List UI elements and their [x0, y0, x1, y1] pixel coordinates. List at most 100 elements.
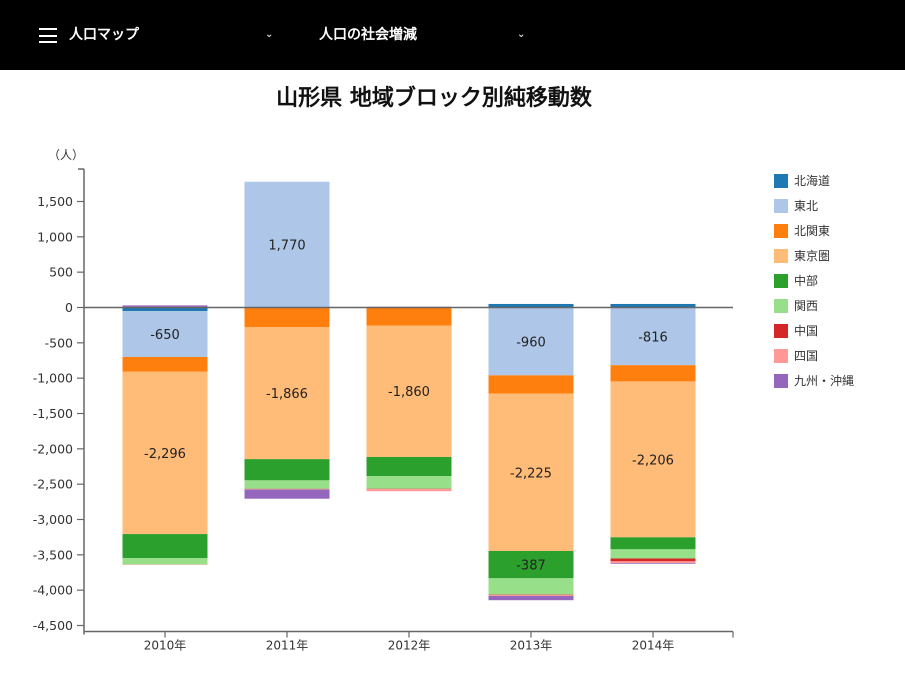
legend-label: 東北 — [794, 199, 819, 213]
legend-label: 関西 — [794, 299, 819, 313]
data-label: -1,860 — [388, 385, 430, 400]
y-tick-label: 1,500 — [37, 194, 73, 209]
y-tick-label: -1,500 — [33, 406, 73, 421]
bar-segment — [488, 578, 574, 595]
legend-label: 北関東 — [794, 224, 831, 238]
legend-item[interactable]: 関西 — [774, 293, 854, 318]
bar-segment — [488, 594, 574, 596]
indicator-select[interactable]: 人口の社会増減 ⌄ — [319, 24, 529, 46]
legend-item[interactable]: 九州・沖縄 — [774, 368, 854, 393]
bar-segment — [610, 558, 696, 562]
legend-item[interactable]: 四国 — [774, 343, 854, 368]
y-tick-label: -2,500 — [33, 477, 73, 492]
y-tick-label: -3,000 — [33, 512, 73, 527]
data-label: 1,770 — [268, 238, 305, 253]
y-tick-label: -2,000 — [33, 441, 73, 456]
legend-label: 九州・沖縄 — [794, 374, 855, 388]
x-tick-label: 2013年 — [510, 639, 553, 653]
legend-swatch — [774, 173, 788, 188]
chart-title: 山形県 地域ブロック別純移動数 — [276, 86, 592, 111]
bar-segment — [610, 537, 696, 550]
bar-segment — [122, 371, 208, 535]
bar-segment — [244, 459, 330, 481]
y-tick-label: -3,500 — [33, 547, 73, 562]
bar-segment — [488, 303, 574, 308]
legend-swatch — [774, 248, 788, 263]
bar-segment — [488, 595, 574, 601]
bar-segment — [610, 381, 696, 538]
bar-segment — [366, 476, 452, 489]
y-tick-label: -500 — [45, 335, 73, 350]
bar-segment — [122, 307, 208, 312]
legend-swatch — [774, 348, 788, 363]
bar-segment — [244, 307, 330, 328]
x-tick-label: 2014年 — [632, 639, 675, 653]
bar-segment — [610, 561, 696, 564]
map-type-select-value: 人口マップ — [69, 27, 139, 43]
bar-segment — [610, 303, 696, 308]
bar-segment — [488, 375, 574, 394]
bar-segment — [122, 558, 208, 565]
bar-segment — [610, 549, 696, 559]
legend-item[interactable]: 中国 — [774, 318, 854, 343]
legend-label: 中国 — [794, 324, 819, 338]
legend-swatch — [774, 223, 788, 238]
y-tick-label: 500 — [49, 265, 73, 280]
x-tick-label: 2012年 — [388, 639, 431, 653]
legend-item[interactable]: 東北 — [774, 193, 854, 218]
data-label: -2,296 — [144, 447, 186, 462]
legend-label: 四国 — [794, 349, 819, 363]
bar-segment — [122, 311, 208, 357]
bar-segment — [610, 563, 696, 564]
data-label: -2,225 — [510, 466, 552, 481]
indicator-select-value: 人口の社会増減 — [319, 27, 417, 43]
legend-item[interactable]: 北関東 — [774, 218, 854, 243]
y-tick-label: -1,000 — [33, 371, 73, 386]
legend-item[interactable]: 東京圏 — [774, 243, 854, 268]
bar-segment — [122, 356, 208, 372]
bar-segment — [244, 480, 330, 489]
chart-legend: 北海道東北北関東東京圏中部関西中国四国九州・沖縄 — [774, 168, 854, 393]
bar-segment — [244, 327, 330, 460]
bar-segment — [366, 489, 452, 492]
legend-label: 北海道 — [794, 174, 831, 188]
bar-segment — [488, 307, 574, 376]
bar-segment — [366, 456, 452, 477]
top-navigation-bar: 人口マップ ⌄ 人口の社会増減 ⌄ — [0, 0, 905, 70]
bar-segment — [610, 365, 696, 382]
x-tick-label: 2011年 — [266, 639, 309, 653]
legend-swatch — [774, 323, 788, 338]
bar-segment — [122, 305, 208, 307]
map-type-select[interactable]: 人口マップ ⌄ — [69, 24, 279, 46]
legend-label: 東京圏 — [794, 249, 831, 263]
y-tick-label: -4,000 — [33, 583, 73, 598]
bar-segment — [244, 489, 330, 499]
bar-segment — [366, 325, 452, 457]
bar-segment — [610, 307, 696, 366]
legend-item[interactable]: 北海道 — [774, 168, 854, 193]
data-label: -1,866 — [266, 387, 308, 402]
legend-swatch — [774, 298, 788, 313]
y-tick-label: -4,500 — [33, 618, 73, 633]
y-tick-label: 1,000 — [37, 229, 73, 244]
legend-swatch — [774, 373, 788, 388]
data-label: -960 — [516, 335, 546, 350]
bar-segment — [244, 181, 330, 307]
legend-item[interactable]: 中部 — [774, 268, 854, 293]
bar-segment — [122, 534, 208, 559]
y-tick-label: 0 — [65, 300, 73, 315]
bar-segment — [488, 393, 574, 551]
chevron-down-icon: ⌄ — [265, 29, 274, 40]
data-label: -387 — [516, 559, 546, 574]
bar-segment — [488, 550, 574, 579]
hamburger-menu-icon[interactable] — [39, 28, 57, 43]
legend-swatch — [774, 198, 788, 213]
data-label: -2,206 — [632, 453, 674, 468]
legend-label: 中部 — [794, 274, 819, 288]
y-axis-label: （人） — [48, 148, 84, 162]
x-tick-label: 2010年 — [144, 639, 187, 653]
data-label: -816 — [638, 330, 668, 345]
chevron-down-icon: ⌄ — [517, 29, 526, 40]
legend-swatch — [774, 273, 788, 288]
